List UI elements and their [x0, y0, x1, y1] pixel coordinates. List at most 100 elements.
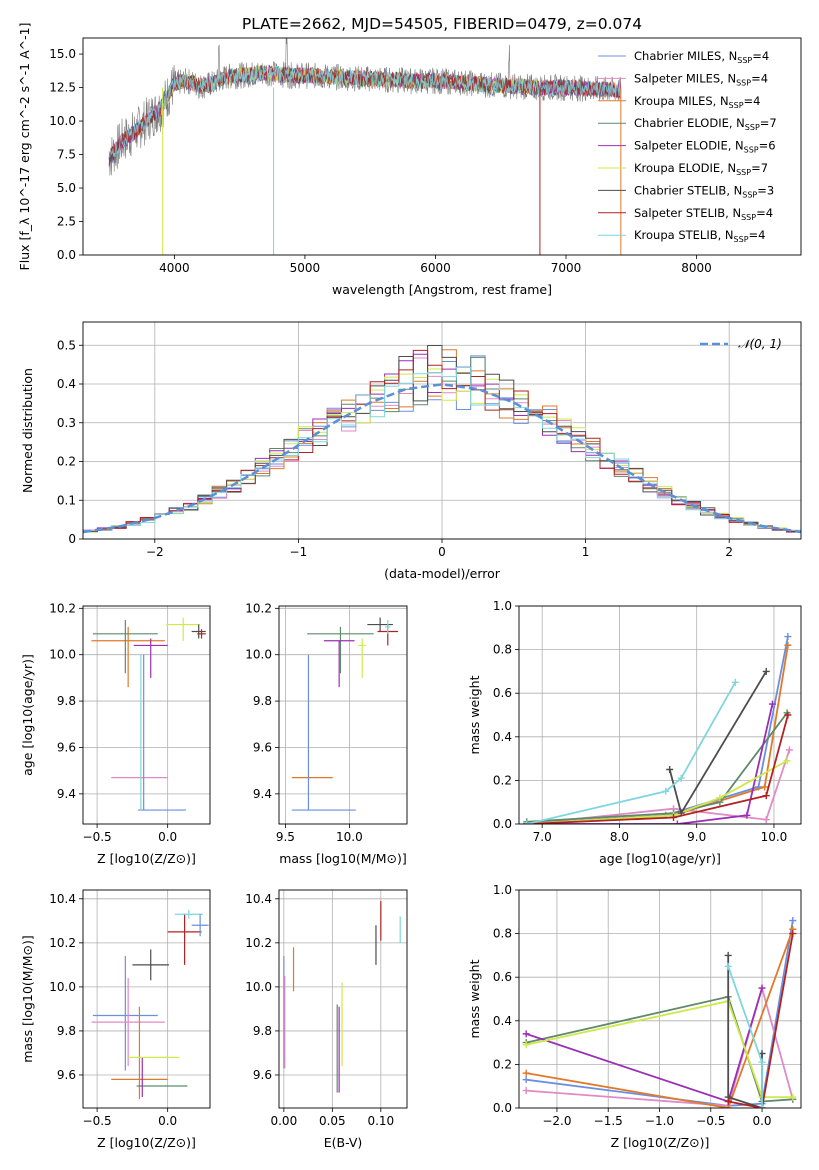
marks-age-vs-Z [91, 617, 206, 811]
x-tick-label: 0 [438, 545, 446, 559]
massweight-point [789, 917, 797, 925]
plot-age-vs-mass: 9.5 10.0 9.4 9.6 9.8 10.0 10.2 mass [log10(M/M⊙… [245, 601, 408, 866]
y-tick-label: 9.4 [253, 787, 272, 801]
massweight-point [789, 1093, 797, 1101]
legend-name: Kroupa MILES, N [634, 94, 729, 108]
axes-frame [518, 605, 802, 825]
x-tick-label: −2 [146, 545, 164, 559]
x-tick-label: 1 [582, 545, 590, 559]
y-axis-label: mass weight [467, 675, 482, 754]
legend-count: =3 [757, 183, 774, 197]
massweight-point [784, 641, 792, 649]
y-axis-label: mass weight [467, 959, 482, 1038]
marks-mass-vs-Z [91, 909, 209, 1100]
y-tick-label: 10.0 [49, 980, 76, 994]
massweight-point [522, 1041, 530, 1049]
normal-curve [83, 383, 801, 534]
massweight-point [716, 794, 724, 802]
x-tick-label: −1.0 [645, 1114, 674, 1128]
massweight-line [526, 681, 737, 824]
massweight-point [724, 951, 732, 959]
legend-name: Salpeter STELIB, N [634, 206, 741, 220]
x-tick-label: 5000 [290, 261, 321, 275]
legend-count: =4 [751, 71, 768, 85]
plots-layer: 4000 5000 6000 7000 80000.02.55.07.510.012.5… [17, 23, 802, 1150]
axes-frame [278, 605, 408, 825]
y-tick-label: 9.6 [253, 740, 272, 754]
massweight-point [762, 816, 770, 824]
plot-massweight-vs-Z: −2.0 −1.5 −1.0 −0.5 0.0 0.0 0.2 0.4 0.6 0.8 1.0 Z [… [467, 883, 802, 1150]
massweight-point [743, 811, 751, 819]
massweight-line [728, 933, 794, 1108]
massweight-point [758, 984, 766, 992]
y-tick-label: 0.0 [493, 817, 512, 831]
legend-label: Salpeter MILES, NSSP=4 [634, 71, 768, 87]
axes-frame [518, 889, 802, 1109]
histogram-step [83, 366, 801, 534]
legend-count: =7 [760, 116, 777, 130]
legend-sub: SSP [734, 235, 749, 244]
legend-name: Chabrier MILES, N [634, 49, 737, 63]
massweight-line [526, 703, 774, 824]
massweight-point [761, 783, 769, 791]
y-tick-label: 1.0 [493, 599, 512, 613]
massweight-point [523, 820, 531, 824]
massweight-line [526, 749, 791, 824]
y-tick-label: 10.2 [245, 601, 272, 615]
legend-sub: SSP [729, 101, 744, 110]
y-tick-label: 10.4 [49, 892, 76, 906]
x-tick-label: 0.0 [158, 830, 177, 844]
massweight-point [784, 711, 792, 719]
y-tick-label: 9.8 [57, 1024, 76, 1038]
y-tick-label: 0.3 [57, 416, 76, 430]
y-axis-label: Flux [f_λ 10^-17 erg cm^-2 s^-1 A^-1] [17, 23, 32, 271]
massweight-point [724, 1104, 732, 1108]
spectrum-data-line [108, 38, 621, 176]
x-tick-label: 7.0 [533, 830, 552, 844]
y-tick-label: 0.2 [493, 773, 512, 787]
massweight-point [758, 1058, 766, 1066]
legend-label: Chabrier ELODIE, NSSP=7 [634, 116, 777, 132]
plot-mass-vs-ebv: 0.00 0.05 0.10 9.6 9.8 10.0 10.2 10.4 E(B-V) [245, 889, 408, 1150]
legend-count: =7 [751, 161, 768, 175]
y-axis-label: age [log10(age/yr)] [20, 654, 35, 776]
x-axis-label: Z [log10(Z/Z⊙)] [611, 1135, 710, 1150]
x-tick-label: 9.0 [687, 830, 706, 844]
massweight-point [670, 813, 678, 821]
spectrum-model-line [108, 65, 622, 162]
massweight-line [526, 645, 789, 824]
plot-mass-vs-Z: −0.5 0.0 9.6 9.8 10.0 10.2 10.4 Z [log10(Z/Z⊙)]… [20, 889, 211, 1150]
y-tick-label: 9.6 [57, 1068, 76, 1082]
massweight-point [789, 930, 797, 938]
massweight-point [673, 820, 681, 824]
x-tick-label: 8.0 [610, 830, 629, 844]
massweight-point [784, 633, 792, 641]
axes-frame [82, 321, 802, 540]
legend-label: Chabrier STELIB, NSSP=3 [634, 183, 774, 199]
x-tick-label: −0.5 [83, 1114, 112, 1128]
y-tick-label: 9.8 [253, 1024, 272, 1038]
massweight-point [785, 746, 793, 754]
massweight-line [526, 1000, 793, 1098]
x-tick-label: 10.0 [761, 830, 788, 844]
x-tick-label: 0.10 [367, 1114, 394, 1128]
legend-sub: SSP [744, 146, 759, 155]
legend-count: =4 [752, 49, 769, 63]
legend-label: Salpeter ELODIE, NSSP=6 [634, 139, 776, 155]
legend-count: =4 [749, 228, 766, 242]
legend-name: Kroupa ELODIE, N [634, 161, 736, 175]
marks-residuals [83, 345, 801, 534]
massweight-point [783, 757, 791, 765]
massweight-point [662, 787, 670, 795]
y-tick-label: 10.0 [49, 648, 76, 662]
legend-label: Kroupa ELODIE, NSSP=7 [634, 161, 768, 177]
legend-sub: SSP [736, 168, 751, 177]
x-tick-label: 0.00 [270, 1114, 297, 1128]
y-tick-label: 9.6 [253, 1068, 272, 1082]
legend-name: Chabrier ELODIE, N [634, 116, 745, 130]
legend-name: Chabrier STELIB, N [634, 183, 742, 197]
y-tick-label: 9.8 [253, 694, 272, 708]
massweight-point [762, 792, 770, 800]
x-tick-label: 7000 [551, 261, 582, 275]
y-tick-label: 10.0 [245, 980, 272, 994]
